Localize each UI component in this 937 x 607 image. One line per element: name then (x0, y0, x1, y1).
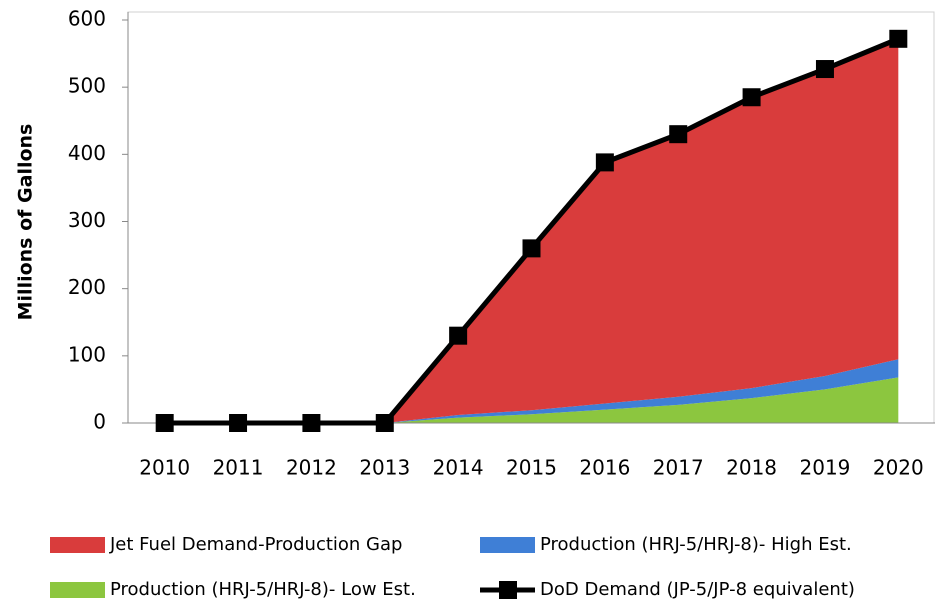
x-tick-label: 2020 (873, 456, 924, 480)
marker (375, 414, 394, 432)
x-tick-label: 2012 (286, 456, 337, 480)
marker (889, 29, 908, 48)
y-tick-label: 500 (68, 74, 106, 98)
x-tick-label: 2013 (359, 456, 410, 480)
marker (522, 239, 541, 258)
area (164, 377, 899, 423)
marker (669, 125, 688, 144)
y-tick-label: 300 (68, 208, 106, 232)
x-tick-label: 2015 (506, 456, 557, 480)
marker (595, 153, 614, 172)
area (164, 38, 899, 423)
legend-label: Production (HRJ-5/HRJ-8)- High Est. (540, 534, 852, 555)
marker (815, 60, 834, 79)
y-tick-label: 400 (68, 141, 106, 165)
y-tick-label: 0 (93, 410, 106, 434)
y-tick-label: 600 (68, 7, 106, 31)
x-tick-label: 2011 (213, 456, 264, 480)
x-tick-label: 2019 (800, 456, 851, 480)
marker (302, 414, 321, 432)
legend-swatch (50, 537, 105, 553)
x-tick-label: 2010 (139, 456, 190, 480)
legend-label: Jet Fuel Demand-Production Gap (109, 534, 402, 555)
marker (449, 326, 468, 345)
x-tick-label: 2017 (653, 456, 704, 480)
legend-label: Production (HRJ-5/HRJ-8)- Low Est. (110, 579, 416, 600)
legend-swatch (480, 537, 535, 553)
legend-swatch (50, 582, 105, 598)
y-axis-label: Millions of Gallons (15, 124, 37, 321)
legend-marker (499, 581, 517, 599)
y-tick-label: 100 (68, 342, 106, 366)
y-tick-label: 200 (68, 275, 106, 299)
legend-label: DoD Demand (JP-5/JP-8 equivalent) (540, 579, 855, 600)
x-tick-label: 2014 (433, 456, 484, 480)
x-tick-label: 2016 (579, 456, 630, 480)
marker (742, 88, 761, 107)
marker (155, 414, 174, 432)
marker (229, 414, 248, 432)
x-tick-label: 2018 (726, 456, 777, 480)
